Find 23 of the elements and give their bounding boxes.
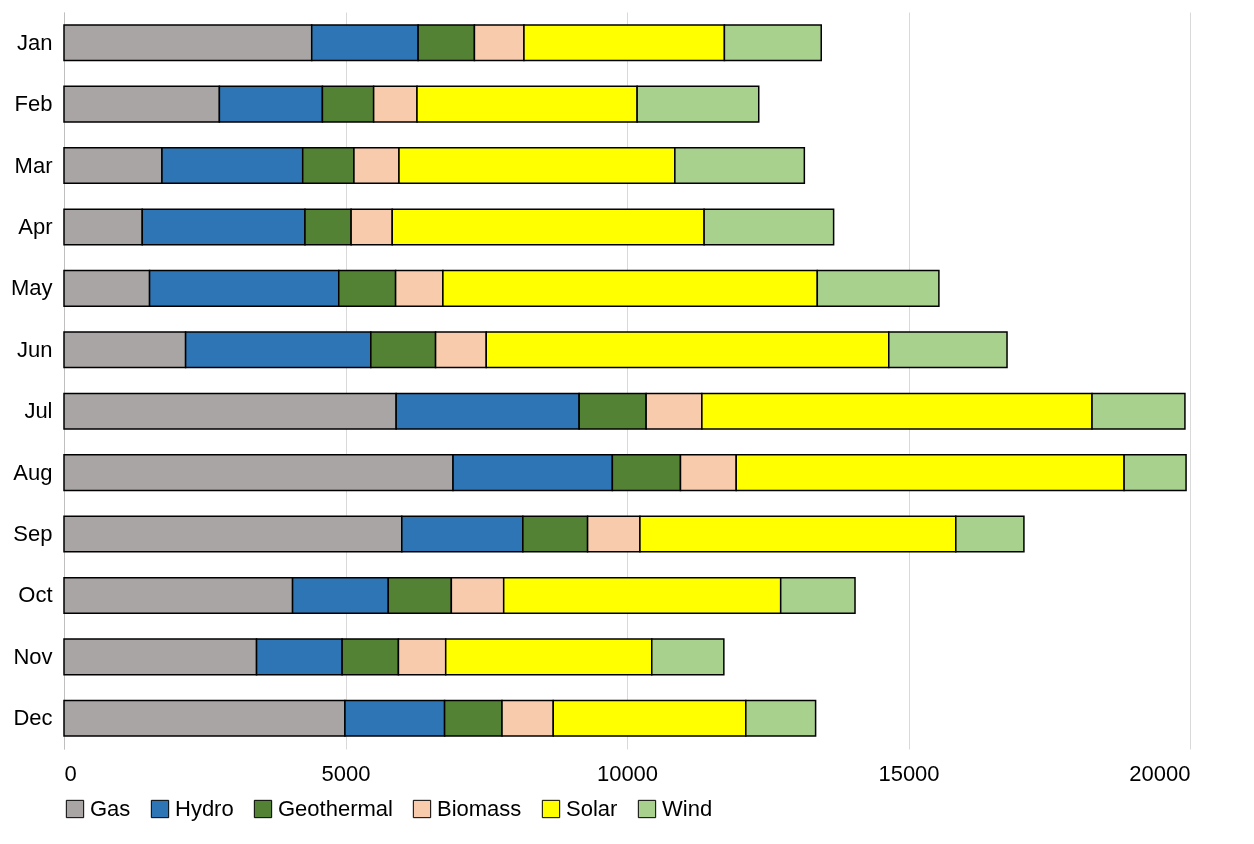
x-tick-label: 5000 — [321, 760, 371, 786]
y-tick-label: Aug — [13, 459, 53, 485]
y-tick-label: Apr — [18, 213, 53, 239]
legend-label: Biomass — [437, 796, 522, 821]
y-tick-label: May — [10, 275, 53, 301]
y-tick-label: Sep — [13, 521, 53, 547]
y-tick-label: Oct — [18, 582, 53, 608]
legend-label: Gas — [90, 796, 131, 821]
y-tick-label: Jun — [17, 336, 53, 362]
x-tick-label: 20000 — [1129, 760, 1191, 786]
legend-label: Hydro — [175, 796, 234, 821]
legend-label: Solar — [566, 796, 618, 821]
y-tick-label: Dec — [13, 705, 53, 731]
y-tick-label: Jul — [24, 398, 53, 424]
legend-label: Geothermal — [278, 796, 393, 821]
x-tick-label: 0 — [64, 760, 77, 786]
y-tick-label: Jan — [17, 29, 53, 55]
x-tick-label: 10000 — [596, 760, 659, 786]
y-tick-label: Nov — [13, 643, 53, 669]
legend-label: Wind — [662, 796, 713, 821]
y-tick-label: Mar — [14, 152, 53, 178]
y-tick-label: Feb — [14, 91, 53, 117]
x-tick-label: 15000 — [878, 760, 940, 786]
